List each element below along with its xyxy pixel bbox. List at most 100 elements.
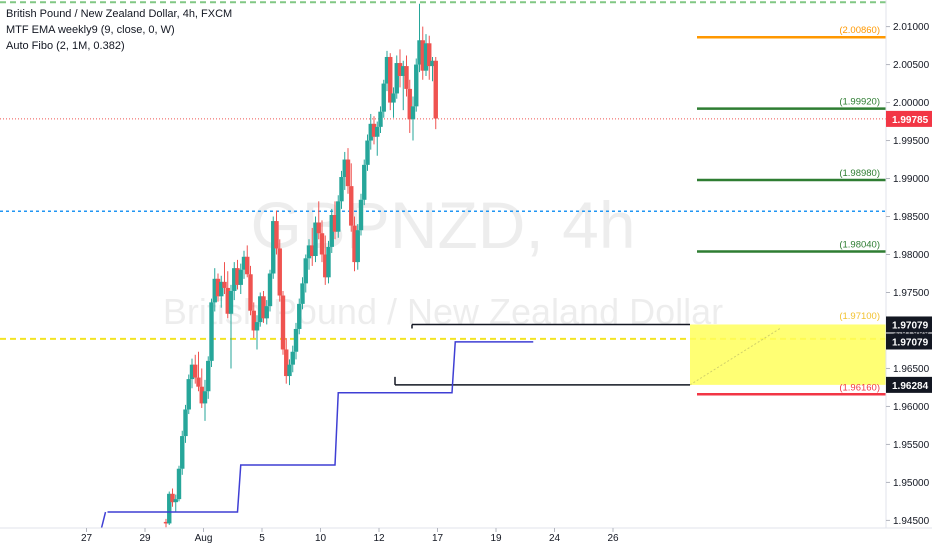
time-tick-label: 24 xyxy=(549,533,561,544)
candle-body xyxy=(180,436,185,469)
candle-body xyxy=(271,221,276,274)
candle-body xyxy=(430,60,435,67)
time-tick-label: 26 xyxy=(607,533,619,544)
candle-body xyxy=(410,106,416,120)
candles xyxy=(163,3,438,528)
candle-body xyxy=(355,230,360,263)
price-tick-label: 2.00000 xyxy=(893,98,930,109)
zone-mid-label: 1.97079 xyxy=(892,337,929,348)
candle-body xyxy=(397,63,403,76)
fibo-levels: (2.00860) (1.99920) (1.98980) (1.98040) (1.9… xyxy=(697,25,886,396)
candle-body xyxy=(414,64,419,107)
candle-body xyxy=(326,246,331,278)
candle-body xyxy=(206,360,211,392)
candle-body xyxy=(225,287,230,314)
candle-body xyxy=(232,268,237,291)
candle-body xyxy=(258,296,263,323)
candle-body xyxy=(196,377,201,387)
candle-body xyxy=(251,310,256,331)
watermark-name: British Pound / New Zealand Dollar xyxy=(163,291,723,332)
candle-body xyxy=(215,278,221,297)
price-tick-label: 2.00500 xyxy=(893,60,930,71)
candle-body xyxy=(189,364,195,380)
candle-body xyxy=(329,214,334,247)
candle-body xyxy=(173,499,178,503)
price-tick-label: 1.99500 xyxy=(893,136,930,147)
price-tick-label: 1.94500 xyxy=(893,516,930,527)
candle-body xyxy=(404,66,409,89)
candle-body xyxy=(297,303,302,329)
candle-body xyxy=(183,409,188,437)
last-price-label: 1.99785 xyxy=(892,115,929,126)
zone-bottom-tag xyxy=(886,376,932,393)
price-axis: 2.01000 2.00500 2.00000 1.99500 1.99000 1.985… xyxy=(885,0,932,528)
candle-body xyxy=(300,283,305,304)
candle-body xyxy=(264,306,269,319)
candle-body xyxy=(163,521,169,524)
candle-body xyxy=(349,186,354,226)
candle-body xyxy=(170,493,175,503)
price-tick-label: 1.98000 xyxy=(893,250,930,261)
zone-top-tag xyxy=(886,316,932,333)
time-tick-label: 17 xyxy=(432,533,444,544)
candle-body xyxy=(358,199,364,231)
price-tick-label: 1.99000 xyxy=(893,174,930,185)
candle-body xyxy=(316,222,321,234)
candle-body xyxy=(280,295,286,350)
fibo-level-label: (1.98980) xyxy=(839,168,880,179)
zone-bottom-label: 1.96284 xyxy=(892,381,929,392)
candle-body xyxy=(365,140,370,165)
candle-body xyxy=(371,123,377,137)
candle-body xyxy=(336,201,341,232)
candle-body xyxy=(287,364,292,377)
fibo-zone xyxy=(394,323,886,386)
ema-step-line xyxy=(107,341,534,513)
legend-symbol: British Pound / New Zealand Dollar, 4h, … xyxy=(6,8,233,20)
candle-body xyxy=(303,258,308,284)
candle-body xyxy=(254,322,260,331)
candle-body xyxy=(228,290,234,314)
time-tick-label: 19 xyxy=(490,533,502,544)
candle-body xyxy=(202,391,208,404)
time-tick-label: 10 xyxy=(315,533,327,544)
legend-fibo: Auto Fibo (2, 1M, 0.382) xyxy=(6,40,125,52)
candle-body xyxy=(427,43,432,67)
candle-body xyxy=(222,281,227,288)
candle-body xyxy=(167,493,172,524)
candle-body xyxy=(277,248,282,296)
legend-ema: MTF EMA weekly9 (9, close, 0, W) xyxy=(6,24,175,36)
candle-body xyxy=(420,40,425,71)
time-tick-label: 29 xyxy=(139,533,151,544)
candle-body xyxy=(245,256,250,275)
candle-body xyxy=(319,233,325,255)
candle-body xyxy=(423,43,429,71)
candle-body xyxy=(394,63,399,94)
candle-body xyxy=(391,93,396,103)
time-tick-label: 27 xyxy=(81,533,93,544)
price-tick-label: 1.95500 xyxy=(893,440,930,451)
fibo-level-label: (2.00860) xyxy=(839,25,880,36)
candle-body xyxy=(209,302,214,361)
candle-body xyxy=(313,222,318,257)
candle-body xyxy=(342,159,347,178)
candle-body xyxy=(417,40,422,65)
candle-body xyxy=(238,269,243,285)
price-tick-label: 2.01000 xyxy=(893,22,930,33)
time-tick-label: 5 xyxy=(259,533,265,544)
fibo-level-label: (1.98040) xyxy=(839,239,880,250)
candle-body xyxy=(186,379,191,410)
candle-body xyxy=(219,281,224,297)
time-tick-label: 12 xyxy=(373,533,385,544)
time-axis: 27 29 Aug 5 10 12 17 19 24 26 xyxy=(0,527,932,544)
candle-body xyxy=(241,256,247,270)
candle-body xyxy=(193,364,198,378)
candle-body xyxy=(345,159,351,187)
candle-body xyxy=(310,245,315,257)
zone-mid-tag xyxy=(886,333,932,350)
candle-body xyxy=(290,351,295,365)
candle-body xyxy=(388,56,393,103)
price-tick-label: 1.96500 xyxy=(893,364,930,375)
